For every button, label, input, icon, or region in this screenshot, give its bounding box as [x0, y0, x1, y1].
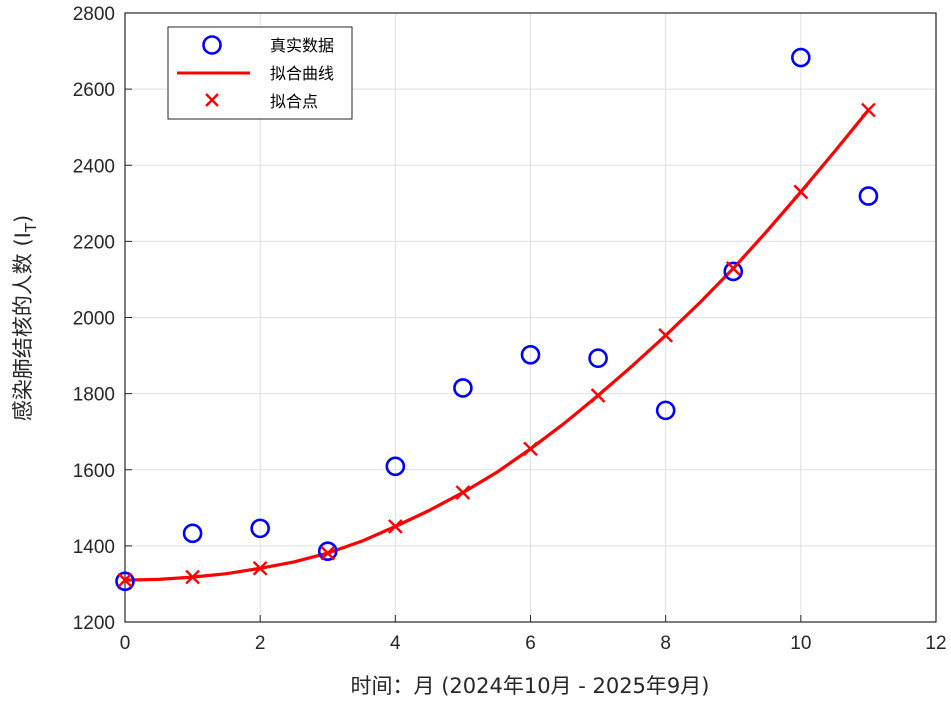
legend-x-marker — [205, 93, 219, 107]
legend: 真实数据 拟合曲线 拟合点 — [167, 26, 353, 120]
y-tick-label: 1200 — [73, 613, 115, 634]
fit-point-marker — [320, 545, 336, 561]
y-axis-label-subscript: T — [22, 222, 40, 233]
series-layer — [115, 47, 879, 592]
real-data-point — [115, 571, 135, 592]
fit-point-marker — [861, 102, 876, 118]
fit-point-marker — [387, 519, 403, 534]
real-data-point — [723, 261, 744, 282]
x-tick-label: 4 — [390, 633, 401, 654]
real-data-point — [858, 186, 879, 206]
legend-item-real-data: 真实数据 — [202, 35, 334, 55]
fit-point-marker — [185, 569, 200, 585]
x-axis-label: 时间：月 (2024年10月 - 2025年9月) — [351, 674, 710, 698]
ticks-layer: 0 2 4 6 8 10 12 1200 1400 1600 1800 2000 2200 2400 260… — [73, 4, 947, 654]
legend-label-fit-curve: 拟合曲线 — [270, 64, 334, 83]
y-axis-label-suffix: ) — [11, 215, 35, 223]
fit-point-marker — [658, 328, 674, 343]
real-data-point — [250, 518, 270, 539]
fit-point-marker — [725, 261, 741, 276]
y-tick-label: 1600 — [73, 461, 115, 482]
x-tick-label: 12 — [925, 633, 946, 654]
real-data-point — [317, 541, 338, 562]
y-tick-label: 2600 — [73, 80, 115, 101]
real-data-point — [791, 47, 811, 68]
real-data-point — [588, 348, 608, 369]
y-tick-label: 2000 — [73, 309, 115, 330]
fit-point-marker — [455, 485, 471, 500]
fit-point-marker — [117, 572, 133, 588]
real-data-point — [385, 456, 406, 477]
legend-label-real-data: 真实数据 — [270, 36, 334, 55]
legend-circle-marker — [202, 35, 222, 55]
real-data-point — [453, 378, 473, 398]
fit-point-marker — [590, 388, 606, 403]
grid-layer — [124, 12, 937, 623]
legend-label-fit-points: 拟合点 — [270, 92, 318, 111]
x-tick-label: 10 — [790, 633, 811, 654]
x-tick-label: 2 — [255, 633, 266, 654]
fit-point-marker — [523, 441, 538, 457]
y-tick-label: 2800 — [73, 4, 115, 25]
y-tick-label: 1400 — [73, 537, 115, 558]
legend-item-fit-curve: 拟合曲线 — [177, 64, 334, 83]
fit-curve-line — [123, 108, 871, 582]
fit-point-marker — [793, 184, 809, 200]
y-tick-label: 2200 — [73, 232, 115, 253]
x-tick-label: 8 — [660, 633, 671, 654]
fit-point-marker — [252, 560, 268, 576]
real-data-point — [182, 523, 203, 544]
real-data-point — [520, 345, 541, 365]
y-axis-label: 感染肺结核的人数 (IT) — [11, 215, 40, 421]
y-tick-label: 1800 — [73, 385, 115, 406]
x-tick-label: 0 — [120, 633, 131, 654]
x-tick-label: 6 — [525, 633, 536, 654]
real-data-point — [655, 400, 676, 421]
y-tick-label: 2400 — [73, 156, 115, 177]
legend-item-fit-points: 拟合点 — [205, 92, 318, 111]
y-axis-label-main: 感染肺结核的人数 (I — [11, 232, 35, 421]
